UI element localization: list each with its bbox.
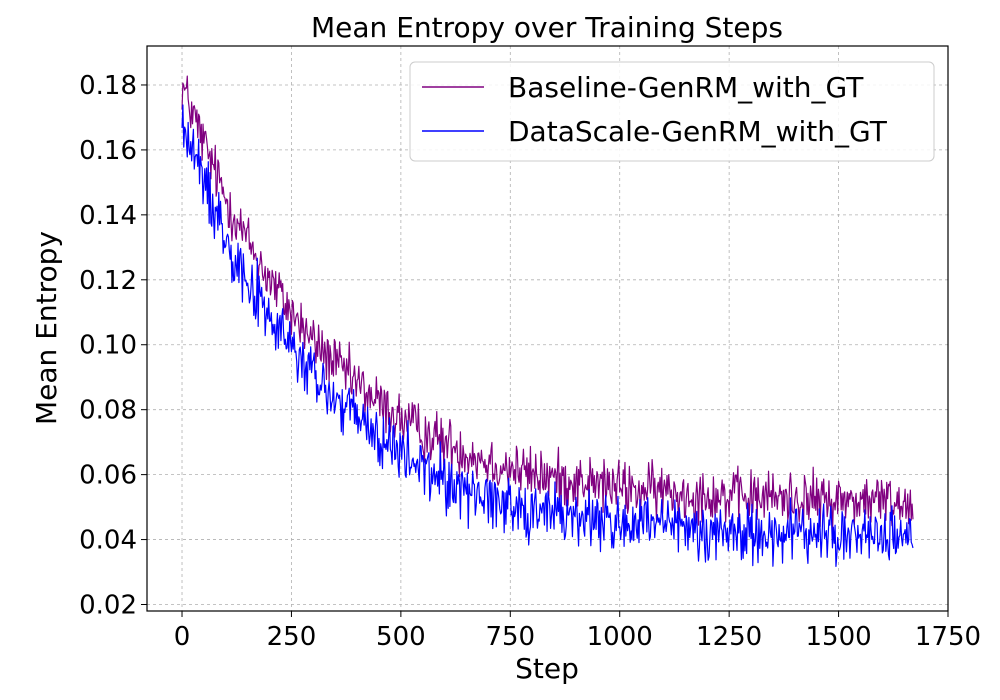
x-tick-label: 500: [376, 622, 426, 652]
x-axis-ticks: 0 250 500 750 1000 1250 1500 1750: [174, 611, 981, 652]
y-axis-label: Mean Entropy: [30, 231, 63, 425]
legend-label-datascale: DataScale-GenRM_with_GT: [508, 115, 888, 148]
legend-box: [409, 61, 935, 162]
y-tick-label: 0.14: [79, 201, 137, 231]
x-tick-label: 250: [267, 622, 317, 652]
plot-frame: [146, 45, 949, 612]
y-tick-label: 0.02: [79, 591, 137, 621]
x-tick-label: 750: [485, 622, 535, 652]
legend-label-baseline: Baseline-GenRM_with_GT: [508, 71, 864, 104]
legend: Baseline-GenRM_with_GT DataScale-GenRM_w…: [409, 61, 935, 162]
x-tick-label: 1750: [915, 622, 981, 652]
series-line-datascale: [181, 104, 914, 568]
y-tick-label: 0.04: [79, 526, 137, 556]
chart-title: Mean Entropy over Training Steps: [311, 11, 783, 44]
y-tick-label: 0.06: [79, 461, 137, 491]
y-tick-label: 0.08: [79, 396, 137, 426]
x-axis-label: Step: [515, 652, 579, 685]
series-line-baseline: [181, 75, 914, 536]
x-tick-label: 1500: [805, 622, 871, 652]
y-axis-ticks: 0.02 0.04 0.06 0.08 0.10 0.12 0.14 0.16 0.18: [79, 71, 147, 621]
y-tick-label: 0.10: [79, 331, 137, 361]
series-lines: [181, 75, 914, 568]
y-tick-label: 0.16: [79, 136, 137, 166]
x-tick-label: 0: [174, 622, 191, 652]
y-tick-label: 0.18: [79, 71, 137, 101]
y-tick-label: 0.12: [79, 266, 137, 296]
x-tick-label: 1250: [696, 622, 762, 652]
x-tick-label: 1000: [587, 622, 653, 652]
